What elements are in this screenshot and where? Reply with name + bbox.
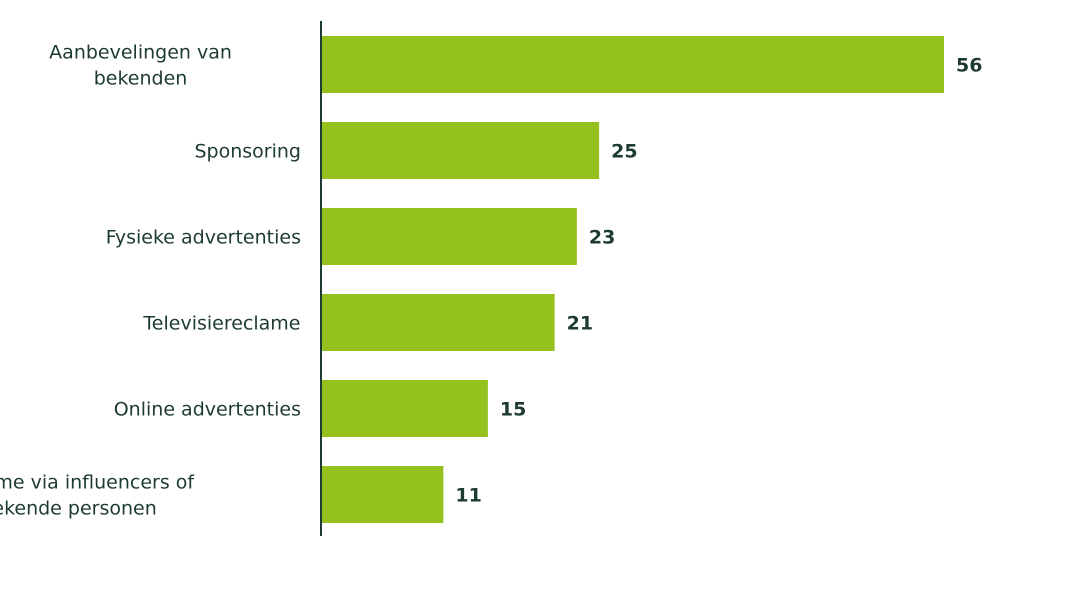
bar-3 bbox=[321, 208, 577, 265]
bar-6 bbox=[321, 466, 444, 523]
bars-group bbox=[321, 36, 944, 523]
category-label-2: Sponsoring bbox=[194, 141, 301, 163]
value-label-4: 21 bbox=[567, 313, 593, 335]
category-label-6: Reclame via influencers ofbekende person… bbox=[0, 472, 195, 520]
category-label-4: Televisiereclame bbox=[142, 313, 300, 335]
value-label-2: 25 bbox=[611, 141, 637, 163]
value-labels-group: 56 25 23 21 15 11 bbox=[455, 55, 982, 507]
value-label-6: 11 bbox=[455, 485, 481, 507]
category-label-3: Fysieke advertenties bbox=[106, 227, 301, 249]
bar-4 bbox=[321, 294, 555, 351]
bar-2 bbox=[321, 122, 600, 179]
category-labels-group: Aanbevelingen van bekenden Sponsoring Fysie… bbox=[0, 42, 301, 520]
bar-1 bbox=[321, 36, 944, 93]
category-label-1: Aanbevelingen van bekenden bbox=[49, 42, 232, 90]
value-label-3: 23 bbox=[589, 227, 615, 249]
bar-5 bbox=[321, 380, 488, 437]
category-label-5: Online advertenties bbox=[114, 399, 301, 421]
value-label-5: 15 bbox=[500, 399, 526, 421]
value-label-1: 56 bbox=[956, 55, 982, 77]
